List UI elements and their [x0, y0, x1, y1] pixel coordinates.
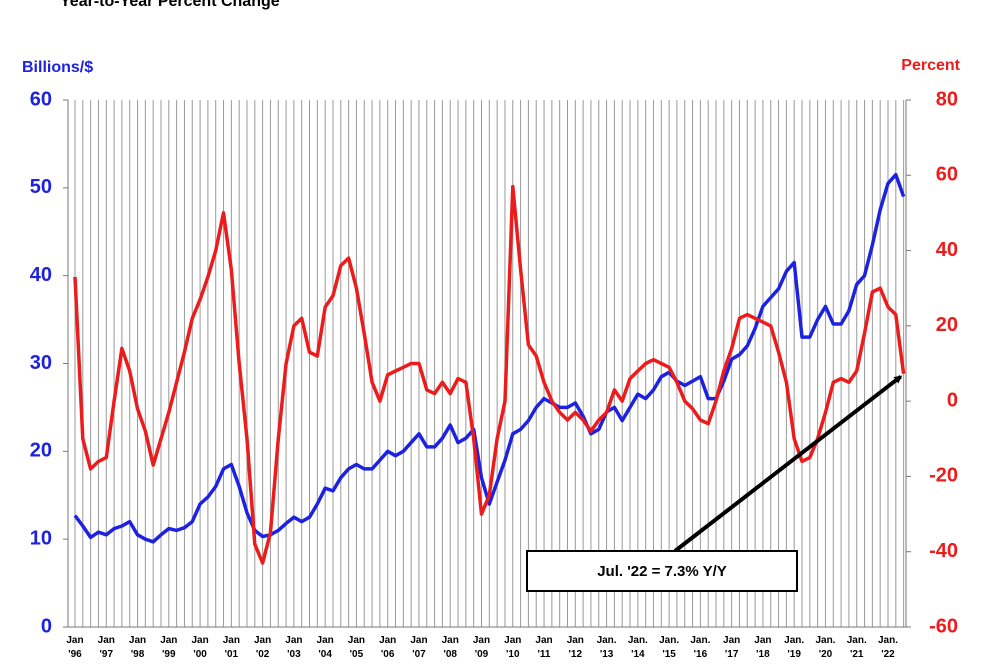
x-tick-label: Jan. '20	[815, 635, 835, 660]
y2-axis-label: Percent	[901, 57, 960, 74]
annotation-box	[526, 550, 798, 592]
x-tick-label: Jan. '16	[690, 635, 710, 660]
x-tick-label: Jan '98	[129, 635, 146, 660]
y-tick-label: 50	[30, 176, 52, 198]
y2-tick-label: 80	[936, 88, 958, 110]
y-tick-label: 20	[30, 440, 52, 462]
y-tick-label: 40	[30, 264, 52, 286]
y-tick-label: 60	[30, 88, 52, 110]
x-tick-label: Jan '04	[317, 635, 334, 660]
x-tick-label: Jan '96	[66, 635, 83, 660]
series-line	[73, 172, 906, 544]
x-tick-label: Jan. '15	[659, 635, 679, 660]
y-axis-label: Billions/$	[22, 59, 93, 76]
x-tick-label: Jan. '14	[628, 635, 648, 660]
y2-tick-label: -20	[929, 465, 958, 487]
y-tick-label: 10	[30, 527, 52, 549]
x-tick-label: Jan '18	[754, 635, 771, 660]
x-tick-label: Jan '03	[285, 635, 302, 660]
x-tick-label: Jan '01	[223, 635, 240, 660]
y-tick-label: 0	[41, 615, 52, 637]
x-tick-label: Jan '97	[98, 635, 115, 660]
x-tick-label: Jan '05	[348, 635, 365, 660]
y2-tick-label: 60	[936, 164, 958, 186]
x-tick-label: Jan. '21	[847, 635, 867, 660]
x-tick-label: Jan '02	[254, 635, 271, 660]
x-tick-label: Jan. '19	[784, 635, 804, 660]
x-tick-label: Jan '17	[723, 635, 740, 660]
x-tick-label: Jan '10	[504, 635, 521, 660]
y2-tick-label: 40	[936, 239, 958, 261]
x-tick-label: Jan '12	[567, 635, 584, 660]
y2-tick-label: 20	[936, 314, 958, 336]
y2-tick-label: -40	[929, 540, 958, 562]
x-tick-label: Jan '11	[535, 635, 552, 660]
series-line	[73, 184, 906, 565]
x-tick-label: Jan '99	[160, 635, 177, 660]
y2-tick-label: -60	[929, 615, 958, 637]
x-tick-label: Jan '09	[473, 635, 490, 660]
y-tick-label: 30	[30, 352, 52, 374]
x-tick-label: Jan. '13	[597, 635, 617, 660]
annotation-arrow	[673, 375, 903, 553]
chart-title: Year-to-Year Percent Change	[60, 0, 280, 10]
annotation-text: Jul. '22 = 7.3% Y/Y	[597, 563, 727, 580]
x-tick-label: Jan '06	[379, 635, 396, 660]
x-tick-label: Jan '00	[191, 635, 208, 660]
y2-tick-label: 0	[947, 389, 958, 411]
x-tick-label: Jan '07	[410, 635, 427, 660]
x-tick-label: Jan. '22	[878, 635, 898, 660]
x-tick-label: Jan '08	[442, 635, 459, 660]
